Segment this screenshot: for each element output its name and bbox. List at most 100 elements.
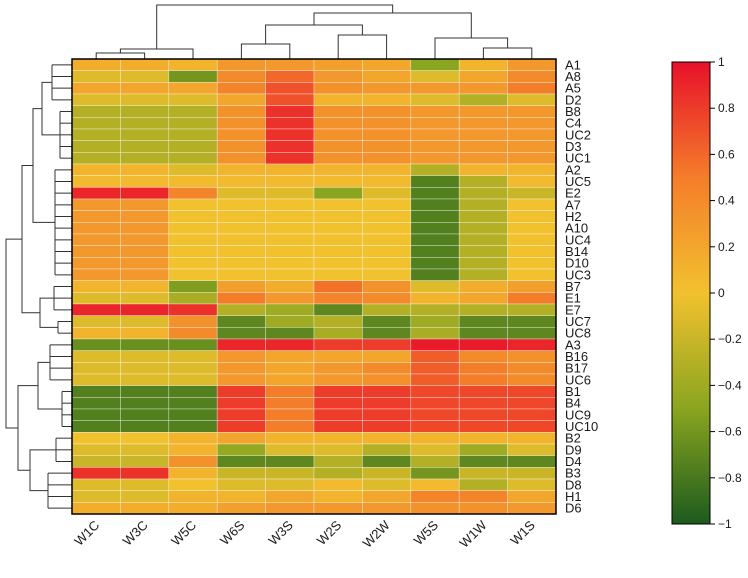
heatmap-cell bbox=[71, 292, 121, 305]
heatmap-cell bbox=[362, 432, 412, 445]
heatmap-cell bbox=[313, 210, 363, 223]
heatmap-cell bbox=[168, 420, 218, 433]
heatmap-cell bbox=[120, 82, 170, 95]
heatmap-cell bbox=[71, 327, 121, 340]
heatmap-cell bbox=[168, 198, 218, 211]
heatmap-cell bbox=[71, 175, 121, 188]
heatmap-cell bbox=[216, 315, 266, 328]
heatmap-cell bbox=[120, 128, 170, 141]
heatmap-cell bbox=[362, 257, 412, 270]
heatmap-cell bbox=[120, 397, 170, 410]
heatmap-cell bbox=[507, 408, 557, 421]
heatmap-cell bbox=[313, 315, 363, 328]
heatmap-cell bbox=[216, 292, 266, 305]
heatmap-cell bbox=[362, 280, 412, 293]
heatmap-cell bbox=[120, 210, 170, 223]
heatmap-cell bbox=[362, 163, 412, 176]
heatmap-cell bbox=[120, 502, 170, 515]
heatmap-cell bbox=[71, 222, 121, 235]
heatmap-cell bbox=[410, 408, 460, 421]
heatmap-cell bbox=[265, 187, 315, 200]
heatmap-cell bbox=[216, 455, 266, 468]
row-label: UC10 bbox=[565, 419, 598, 434]
heatmap-cell bbox=[362, 467, 412, 480]
heatmap-cell bbox=[410, 490, 460, 503]
heatmap-cell bbox=[265, 432, 315, 445]
heatmap-cell bbox=[313, 385, 363, 398]
heatmap-cell bbox=[362, 397, 412, 410]
heatmap-cell bbox=[458, 338, 508, 351]
heatmap-cell bbox=[265, 455, 315, 468]
heatmap-cell bbox=[458, 327, 508, 340]
heatmap-cell bbox=[216, 152, 266, 165]
heatmap-cell bbox=[265, 420, 315, 433]
heatmap-cell bbox=[507, 303, 557, 316]
heatmap-cell bbox=[216, 175, 266, 188]
heatmap-cell bbox=[362, 350, 412, 363]
heatmap-cell bbox=[313, 222, 363, 235]
heatmap-cell bbox=[507, 397, 557, 410]
heatmap-cell bbox=[507, 443, 557, 456]
dendrogram-link bbox=[482, 47, 533, 59]
heatmap-cells bbox=[71, 58, 557, 515]
row-label: D3 bbox=[565, 139, 582, 154]
heatmap-cell bbox=[507, 385, 557, 398]
dendrogram-link bbox=[39, 297, 58, 328]
heatmap-cell bbox=[458, 268, 508, 281]
heatmap-cell bbox=[71, 478, 121, 491]
row-label: D6 bbox=[565, 501, 582, 516]
column-label: W6S bbox=[217, 517, 248, 548]
heatmap-cell bbox=[362, 490, 412, 503]
heatmap-cell bbox=[458, 443, 508, 456]
row-label: B17 bbox=[565, 361, 588, 376]
heatmap-cell bbox=[71, 373, 121, 386]
heatmap-cell bbox=[362, 315, 412, 328]
heatmap-cell bbox=[216, 268, 266, 281]
heatmap-cell bbox=[216, 233, 266, 246]
heatmap-cell bbox=[216, 245, 266, 258]
heatmap-cell bbox=[168, 373, 218, 386]
heatmap-cell bbox=[313, 443, 363, 456]
row-label: UC1 bbox=[565, 151, 591, 166]
row-labels: A1A8A5D2B8C4UC2D3UC1A2UC5E2A7H2A10UC4B14… bbox=[565, 57, 598, 515]
heatmap-cell bbox=[458, 280, 508, 293]
heatmap-cell bbox=[168, 467, 218, 480]
heatmap-cell bbox=[458, 233, 508, 246]
row-label: H2 bbox=[565, 209, 582, 224]
row-label: D4 bbox=[565, 454, 582, 469]
heatmap-cell bbox=[71, 420, 121, 433]
heatmap-cell bbox=[458, 163, 508, 176]
colorbar-tick-label: 0.8 bbox=[718, 101, 735, 115]
row-label: A10 bbox=[565, 221, 588, 236]
heatmap-cell bbox=[362, 93, 412, 106]
heatmap-cell bbox=[168, 385, 218, 398]
heatmap-cell bbox=[168, 105, 218, 118]
heatmap-cell bbox=[216, 210, 266, 223]
heatmap-cell bbox=[265, 373, 315, 386]
row-label: B16 bbox=[565, 349, 588, 364]
heatmap-cell bbox=[507, 82, 557, 95]
heatmap-cell bbox=[507, 455, 557, 468]
heatmap-cell bbox=[507, 280, 557, 293]
row-label: B3 bbox=[565, 466, 581, 481]
heatmap-cell bbox=[313, 420, 363, 433]
heatmap-cell bbox=[410, 175, 460, 188]
heatmap-cell bbox=[410, 105, 460, 118]
heatmap-cell bbox=[71, 397, 121, 410]
heatmap-cell bbox=[458, 105, 508, 118]
row-label: UC5 bbox=[565, 174, 591, 189]
heatmap-cell bbox=[362, 58, 412, 71]
colorbar-tick-label: 0 bbox=[718, 286, 725, 300]
heatmap-cell bbox=[265, 245, 315, 258]
heatmap-cell bbox=[410, 93, 460, 106]
heatmap-cell bbox=[362, 478, 412, 491]
heatmap-cell bbox=[410, 303, 460, 316]
heatmap-cell bbox=[71, 432, 121, 445]
heatmap-cell bbox=[71, 233, 121, 246]
heatmap-cell bbox=[507, 93, 557, 106]
heatmap-cell bbox=[168, 163, 218, 176]
row-label: A2 bbox=[565, 162, 581, 177]
heatmap-cell bbox=[168, 502, 218, 515]
heatmap-cell bbox=[410, 58, 460, 71]
heatmap-cell bbox=[71, 280, 121, 293]
